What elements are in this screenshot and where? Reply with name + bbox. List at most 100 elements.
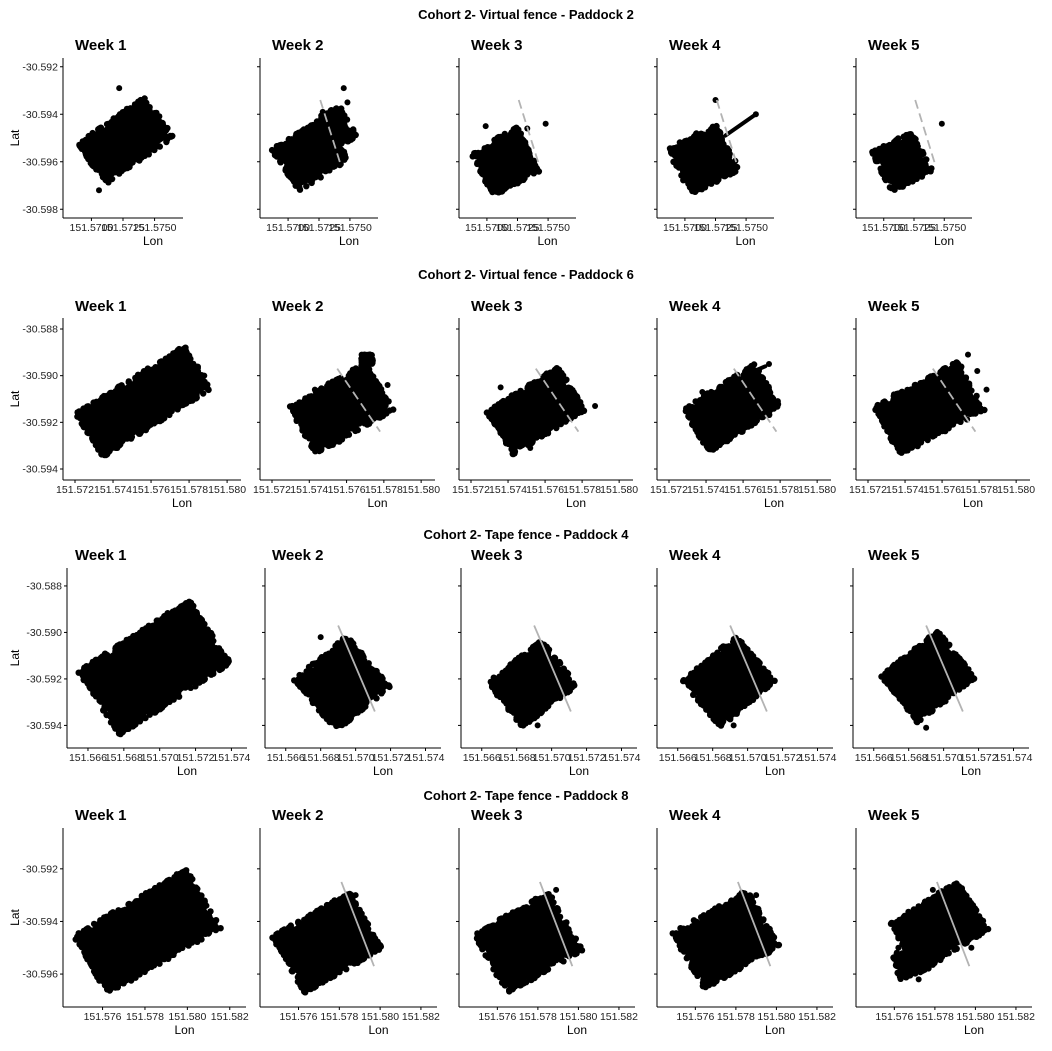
- x-tick-label: 151.5725: [297, 222, 341, 234]
- gps-point: [174, 351, 181, 358]
- fence-line: [535, 368, 580, 433]
- x-axis-label: Lon: [172, 496, 192, 510]
- y-tick-label: -30.596: [22, 156, 58, 168]
- gps-point: [733, 163, 741, 171]
- point-cloud: [83, 102, 168, 179]
- gps-points: [682, 361, 782, 453]
- point-cloud: [672, 129, 734, 190]
- x-tick-label: 151.5700: [663, 222, 707, 234]
- x-axis-label: Lon: [367, 496, 387, 510]
- y-tick-label: -30.590: [22, 370, 58, 382]
- gps-point: [592, 403, 599, 409]
- gps-point: [116, 111, 124, 118]
- gps-point: [508, 392, 515, 399]
- x-tick-label: 151.580: [402, 484, 440, 496]
- gps-point: [497, 384, 504, 391]
- x-axis-label: Lon: [566, 496, 586, 510]
- gps-point: [491, 136, 498, 144]
- fence-line: [715, 99, 739, 167]
- gps-point: [693, 130, 700, 137]
- x-tick-label: 151.5750: [133, 222, 177, 234]
- gps-point: [510, 126, 517, 133]
- y-axis-label: Lat: [8, 390, 22, 407]
- gps-points: [483, 365, 599, 458]
- facet-panel-2-1: Week 1-30.588-30.590-30.592-30.594151.57…: [8, 298, 246, 510]
- x-tick-label: 151.576: [724, 484, 762, 496]
- x-tick-label: 151.5750: [526, 222, 570, 234]
- gps-point: [352, 131, 359, 139]
- gps-point: [385, 398, 392, 405]
- gps-point: [85, 403, 92, 410]
- gps-point: [340, 85, 347, 92]
- x-tick-label: 151.5750: [922, 222, 966, 234]
- x-tick-label: 151.578: [761, 484, 799, 496]
- x-tick-label: 151.578: [365, 484, 403, 496]
- x-tick-label: 151.5700: [465, 222, 509, 234]
- panel-title: Week 5: [868, 37, 919, 54]
- gps-point: [938, 120, 945, 127]
- gps-point: [89, 129, 96, 137]
- gps-point: [390, 406, 397, 413]
- x-tick-label: 151.580: [600, 484, 638, 496]
- x-tick-label: 151.5700: [862, 222, 906, 234]
- gps-point: [116, 85, 123, 92]
- panel-title: Week 4: [669, 37, 721, 54]
- gps-point: [510, 450, 517, 458]
- gps-point: [482, 178, 489, 185]
- x-tick-label: 151.5750: [328, 222, 372, 234]
- x-tick-label: 151.572: [56, 484, 94, 496]
- x-axis-label: Lon: [735, 234, 755, 248]
- gps-points: [286, 351, 397, 455]
- gps-point: [384, 382, 391, 388]
- panel-title: Week 3: [471, 298, 522, 315]
- y-tick-label: -30.598: [22, 204, 58, 216]
- gps-points: [469, 120, 549, 196]
- panel-title: Week 2: [272, 37, 323, 54]
- x-tick-label: 151.5725: [496, 222, 540, 234]
- gps-point: [482, 123, 489, 130]
- gps-track: [723, 112, 758, 138]
- gps-point: [146, 113, 153, 120]
- gps-point: [311, 386, 318, 393]
- point-cloud: [877, 137, 927, 187]
- gps-point: [358, 368, 365, 374]
- gps-point: [344, 99, 351, 106]
- point-cloud: [475, 133, 535, 191]
- gps-point: [271, 151, 279, 159]
- gps-point: [201, 372, 208, 379]
- x-axis-label: Lon: [934, 234, 954, 248]
- fence-line: [517, 99, 541, 167]
- row-title: Cohort 2- Virtual fence - Paddock 2: [418, 7, 634, 22]
- gps-point: [527, 445, 534, 451]
- x-tick-label: 151.574: [290, 484, 328, 496]
- gps-point: [343, 116, 351, 123]
- panel-title: Week 2: [272, 298, 323, 315]
- gps-point: [205, 386, 212, 394]
- x-tick-label: 151.572: [253, 484, 291, 496]
- gps-points: [76, 85, 176, 194]
- gps-point: [308, 443, 315, 450]
- facet-row-1: Cohort 2- Virtual fence - Paddock 2 Week …: [8, 7, 972, 248]
- y-tick-label: -30.592: [22, 61, 58, 73]
- row-title: Cohort 2- Virtual fence - Paddock 6: [418, 267, 634, 282]
- gps-point: [752, 111, 759, 118]
- gps-point: [498, 188, 506, 195]
- x-tick-label: 151.578: [563, 484, 601, 496]
- gps-point: [471, 150, 478, 157]
- x-tick-label: 151.574: [489, 484, 527, 496]
- gps-point: [200, 390, 207, 397]
- x-tick-label: 151.5700: [70, 222, 114, 234]
- gps-point: [483, 409, 491, 416]
- x-tick-label: 151.574: [94, 484, 132, 496]
- gps-points: [666, 97, 759, 195]
- gps-point: [87, 149, 94, 156]
- x-axis-label: Lon: [764, 496, 784, 510]
- gps-point: [365, 366, 373, 373]
